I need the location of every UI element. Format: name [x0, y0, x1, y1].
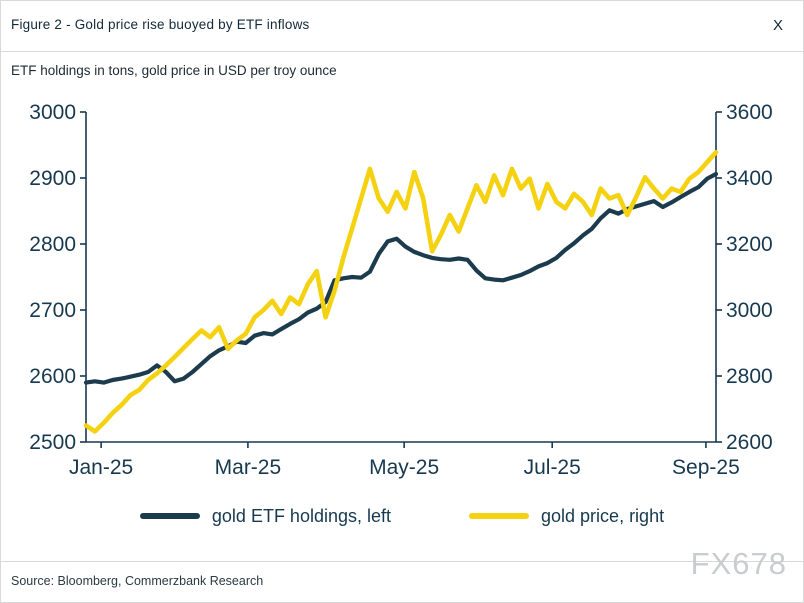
- x-tick-label: May-25: [369, 456, 439, 479]
- watermark: FX678: [690, 546, 787, 581]
- x-tick-label: Sep-25: [672, 456, 740, 479]
- titlebar: Figure 2 - Gold price rise buoyed by ETF…: [1, 1, 803, 52]
- window-title: Figure 2 - Gold price rise buoyed by ETF…: [11, 17, 310, 32]
- etf-holdings-line-swatch: [139, 513, 200, 519]
- chart-subtitle: ETF holdings in tons, gold price in USD …: [11, 63, 337, 78]
- x-tick-label: Jan-25: [69, 456, 133, 479]
- y-left-tick-label: 2900: [29, 167, 76, 190]
- legend-item-gold-price: gold price, right: [469, 506, 664, 527]
- close-icon[interactable]: X: [769, 15, 787, 36]
- legend-item-etf-holdings: gold ETF holdings, left: [139, 505, 392, 527]
- y-left-tick-label: 2500: [29, 431, 76, 454]
- y-left-tick-label: 2800: [29, 233, 76, 256]
- source-text: Source: Bloomberg, Commerzbank Research: [11, 574, 264, 588]
- x-tick-label: Mar-25: [215, 456, 282, 479]
- y-right-tick-label: 2600: [726, 431, 773, 454]
- series-gold-price-right: [83, 149, 719, 434]
- legend-label-etf-holdings: gold ETF holdings, left: [211, 505, 392, 526]
- x-tick-label: Jul-25: [524, 456, 581, 479]
- line-chart: 2500 2600 2700 2800 2900 3000 2600 2800 3000 3200…: [29, 101, 773, 479]
- y-left-tick-label: 3000: [29, 101, 76, 124]
- legend-label-gold-price: gold price, right: [541, 505, 665, 526]
- gold-price-line-swatch: [469, 513, 530, 519]
- footer-divider: [1, 561, 803, 562]
- y-left-tick-label: 2600: [29, 365, 76, 388]
- y-right-tick-label: 3200: [726, 233, 773, 256]
- y-right-tick-label: 3600: [726, 101, 773, 124]
- y-right-tick-label: 3000: [726, 299, 773, 322]
- chart-legend: gold ETF holdings, left gold price, righ…: [1, 501, 803, 531]
- y-right-tick-label: 3400: [726, 167, 773, 190]
- y-right-tick-label: 2800: [726, 365, 773, 388]
- series-gold-etf-holdings-left: [83, 171, 719, 385]
- y-left-tick-label: 2700: [29, 299, 76, 322]
